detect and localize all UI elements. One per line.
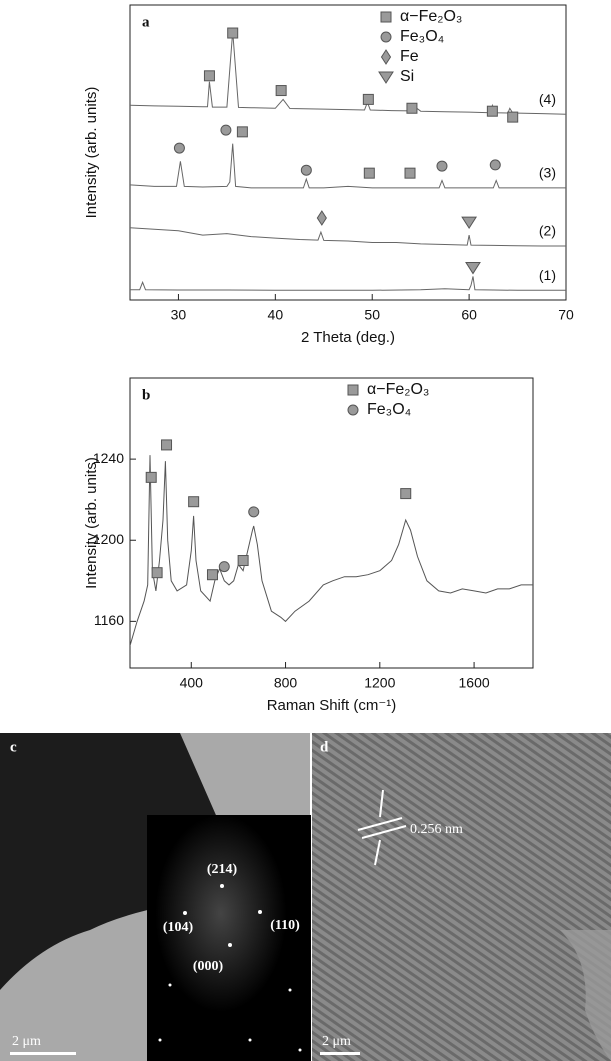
x-tick-label: 1200 bbox=[364, 675, 395, 691]
scale-bar bbox=[10, 1052, 76, 1055]
marker-square bbox=[206, 569, 218, 581]
panel-label: b bbox=[142, 387, 150, 403]
marker-diamond bbox=[316, 210, 327, 226]
x-tick-label: 800 bbox=[274, 675, 298, 691]
series-label: (1) bbox=[539, 267, 556, 283]
marker-square bbox=[380, 11, 392, 23]
plot-frame bbox=[129, 377, 534, 669]
y-tick-label: 1200 bbox=[93, 531, 124, 547]
scale-bar-label: 2 μm bbox=[322, 1034, 351, 1049]
spacing-marker bbox=[357, 789, 407, 866]
scale-bar-label: 2 μm bbox=[12, 1034, 41, 1049]
marker-square bbox=[347, 384, 359, 396]
marker-square bbox=[404, 167, 416, 179]
marker-square bbox=[227, 27, 239, 39]
diffraction-spots bbox=[158, 884, 302, 1052]
marker-square bbox=[145, 471, 157, 483]
y-axis-label: Intensity (arb. units) bbox=[83, 457, 100, 589]
marker-square bbox=[203, 70, 215, 82]
marker-circle bbox=[436, 160, 448, 172]
marker-square bbox=[236, 126, 248, 138]
series-label: (2) bbox=[539, 223, 556, 239]
charts: 30 40 50 60 70 (4) (3) (2) (1) α−Fe₂O₃ Fe₃O₄ Fe Si a 2… bbox=[83, 4, 574, 714]
marker-square bbox=[188, 496, 200, 508]
marker-circle bbox=[248, 506, 260, 518]
edge bbox=[560, 930, 611, 1061]
x-axis-label: 2 Theta (deg.) bbox=[301, 329, 395, 346]
data-line bbox=[130, 276, 566, 291]
marker-square bbox=[486, 105, 498, 117]
plot-frame bbox=[129, 4, 567, 301]
legend-label: α−Fe₂O₃ bbox=[367, 381, 429, 398]
series-label: (4) bbox=[539, 91, 556, 107]
legend-label: Fe₃O₄ bbox=[367, 401, 411, 418]
y-tick-label: 1160 bbox=[94, 612, 124, 628]
x-axis-label: Raman Shift (cm⁻¹) bbox=[267, 697, 397, 714]
panel-label: a bbox=[142, 14, 150, 30]
x-tick-label: 1600 bbox=[459, 675, 490, 691]
spot-label: (110) bbox=[270, 918, 300, 933]
micrograph-c: c (214) (104) (110) (000) 2 μm bbox=[0, 733, 311, 1061]
data-line bbox=[130, 143, 566, 189]
data-line bbox=[130, 31, 566, 115]
legend-label: α−Fe₂O₃ bbox=[400, 8, 462, 25]
marker-circle bbox=[380, 31, 392, 43]
marker-circle bbox=[347, 404, 359, 416]
marker-triangle bbox=[465, 262, 481, 275]
hrtem-image bbox=[312, 733, 611, 1061]
marker-circle bbox=[220, 124, 232, 136]
marker-square bbox=[363, 167, 375, 179]
micrograph-d: d 0.256 nm 2 μm bbox=[312, 733, 611, 1061]
data-line bbox=[130, 227, 566, 247]
legend-label: Fe₃O₄ bbox=[400, 28, 444, 45]
marker-square bbox=[507, 111, 519, 123]
series-label: (3) bbox=[539, 165, 556, 181]
marker-circle bbox=[173, 142, 185, 154]
data-line bbox=[130, 455, 533, 646]
marker-square bbox=[275, 85, 287, 97]
marker-circle bbox=[218, 561, 230, 573]
y-axis-label: Intensity (arb. units) bbox=[83, 87, 100, 219]
diffraction-inset bbox=[147, 815, 311, 1061]
legend-label: Si bbox=[400, 68, 414, 85]
marker-circle bbox=[489, 159, 501, 171]
spot-label: (104) bbox=[163, 920, 194, 935]
y-tick-label: 1240 bbox=[93, 450, 124, 466]
marker-square bbox=[237, 555, 249, 567]
spacing-label: 0.256 nm bbox=[410, 822, 463, 837]
scale-bar bbox=[320, 1052, 360, 1055]
spot-label: (214) bbox=[207, 862, 238, 877]
x-tick-label: 40 bbox=[268, 307, 284, 323]
panel-label: d bbox=[320, 739, 329, 755]
marker-square bbox=[400, 488, 412, 500]
panel-label: c bbox=[10, 739, 17, 755]
marker-diamond bbox=[380, 49, 392, 65]
x-tick-label: 70 bbox=[558, 307, 574, 323]
marker-circle bbox=[300, 164, 312, 176]
x-tick-label: 50 bbox=[364, 307, 380, 323]
particle bbox=[0, 733, 260, 990]
marker-square bbox=[406, 102, 418, 114]
x-tick-label: 400 bbox=[180, 675, 204, 691]
marker-triangle bbox=[461, 216, 478, 230]
marker-square bbox=[151, 567, 163, 579]
x-tick-label: 60 bbox=[461, 307, 477, 323]
spot-label: (000) bbox=[193, 959, 224, 974]
x-tick-label: 30 bbox=[171, 307, 187, 323]
marker-triangle bbox=[378, 71, 394, 84]
marker-square bbox=[161, 439, 173, 451]
legend-label: Fe bbox=[400, 48, 419, 65]
marker-square bbox=[362, 93, 374, 105]
